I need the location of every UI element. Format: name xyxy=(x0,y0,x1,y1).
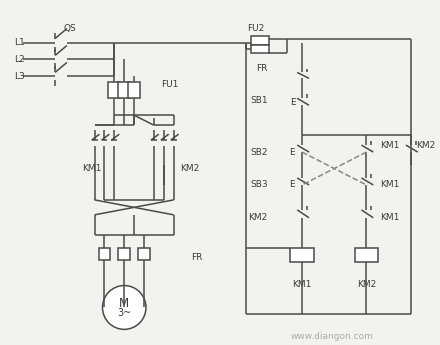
Text: KM1: KM1 xyxy=(380,141,400,150)
Text: SB1: SB1 xyxy=(250,96,268,105)
Circle shape xyxy=(103,286,146,329)
Bar xyxy=(251,45,268,53)
Text: KM2: KM2 xyxy=(357,280,376,289)
Text: KM1: KM1 xyxy=(380,180,400,189)
Text: E: E xyxy=(290,98,296,107)
Text: L1: L1 xyxy=(15,38,25,47)
Bar xyxy=(99,248,110,260)
Text: FU2: FU2 xyxy=(247,24,264,33)
Text: FR: FR xyxy=(191,253,203,262)
Text: QS: QS xyxy=(63,24,76,33)
Text: L2: L2 xyxy=(15,55,25,64)
Text: KM2: KM2 xyxy=(180,164,200,172)
Text: KM1: KM1 xyxy=(293,280,312,289)
Text: E: E xyxy=(290,180,295,189)
Bar xyxy=(290,248,314,262)
Text: www.diangon.com: www.diangon.com xyxy=(290,332,373,341)
Text: SB2: SB2 xyxy=(250,148,268,157)
Bar xyxy=(118,82,130,98)
Text: L3: L3 xyxy=(15,72,25,81)
Text: SB3: SB3 xyxy=(250,180,268,189)
Text: M: M xyxy=(119,297,129,310)
Text: KM1: KM1 xyxy=(380,213,400,222)
Text: 3~: 3~ xyxy=(117,308,132,318)
Bar xyxy=(108,82,120,98)
Text: KM1: KM1 xyxy=(82,164,101,172)
Bar xyxy=(251,36,268,45)
Text: FR: FR xyxy=(256,64,268,73)
Text: KM2: KM2 xyxy=(248,213,268,222)
Text: KM2: KM2 xyxy=(416,141,435,150)
Bar xyxy=(128,82,140,98)
Bar xyxy=(138,248,150,260)
Text: FU1: FU1 xyxy=(161,80,178,89)
Text: E: E xyxy=(290,148,295,157)
Bar xyxy=(118,248,130,260)
Bar xyxy=(355,248,378,262)
